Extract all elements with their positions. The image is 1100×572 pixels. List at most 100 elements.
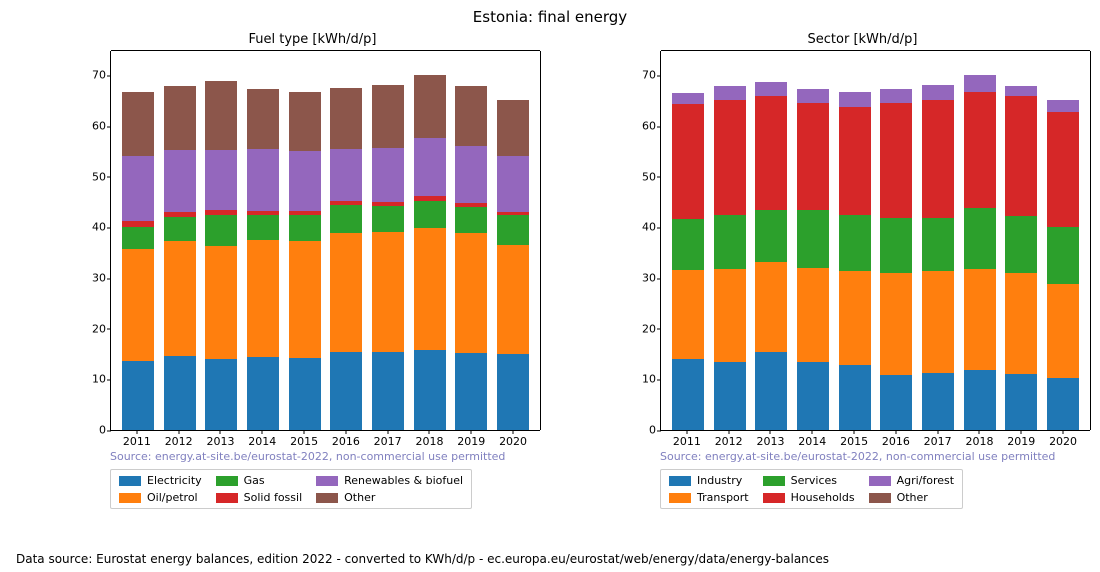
bar-segment (289, 241, 321, 358)
ytick: 30 (626, 272, 656, 285)
bar-segment (289, 92, 321, 152)
bar-segment (497, 354, 529, 430)
bar-stack (289, 92, 321, 430)
bar-segment (964, 269, 996, 370)
xtick: 2011 (666, 435, 708, 448)
legend-left: ElectricityGasRenewables & biofuelOil/pe… (110, 469, 472, 509)
bar-stack (714, 86, 746, 431)
bar-col (242, 51, 284, 430)
bar-segment (964, 75, 996, 92)
bar-segment (414, 138, 446, 196)
bar-segment (672, 219, 704, 270)
ytick: 20 (76, 322, 106, 335)
bar-segment (455, 207, 487, 233)
bar-segment (455, 233, 487, 353)
bar-col (326, 51, 368, 430)
bar-segment (497, 215, 529, 245)
legend-item: Households (763, 491, 855, 504)
bar-segment (247, 149, 279, 211)
bar-col (667, 51, 709, 430)
legend-item: Gas (216, 474, 302, 487)
legend-item: Industry (669, 474, 749, 487)
bar-segment (1047, 100, 1079, 113)
bar-segment (455, 353, 487, 430)
bar-segment (247, 240, 279, 357)
bar-segment (714, 215, 746, 270)
bar-segment (1047, 112, 1079, 227)
legend-item: Other (869, 491, 955, 504)
ytick: 50 (626, 170, 656, 183)
legend-swatch (869, 476, 891, 486)
xtick: 2020 (1042, 435, 1084, 448)
bar-col (492, 51, 534, 430)
xtick: 2012 (708, 435, 750, 448)
bar-stack (880, 89, 912, 430)
bar-stack (839, 92, 871, 430)
ytick: 40 (76, 221, 106, 234)
xtick: 2018 (959, 435, 1001, 448)
bar-segment (964, 92, 996, 208)
bar-segment (839, 365, 871, 430)
bar-stack (164, 86, 196, 431)
ytick: 50 (76, 170, 106, 183)
bar-segment (247, 357, 279, 430)
bar-segment (330, 205, 362, 234)
legend-swatch (763, 493, 785, 503)
legend-swatch (119, 493, 141, 503)
figure-footer: Data source: Eurostat energy balances, e… (16, 552, 829, 566)
xtick: 2019 (1000, 435, 1042, 448)
bar-segment (414, 350, 446, 430)
legend-swatch (216, 493, 238, 503)
bar-segment (164, 356, 196, 430)
bar-segment (289, 215, 321, 241)
bar-segment (880, 89, 912, 104)
bar-stack (455, 86, 487, 430)
legend-swatch (316, 493, 338, 503)
bar-segment (797, 103, 829, 209)
bar-segment (922, 373, 954, 430)
bar-segment (964, 208, 996, 269)
bar-segment (497, 245, 529, 354)
bar-segment (839, 271, 871, 365)
bar-segment (330, 88, 362, 149)
legend-item: Electricity (119, 474, 202, 487)
legend-label: Oil/petrol (147, 491, 198, 504)
legend-swatch (669, 476, 691, 486)
bar-col (792, 51, 834, 430)
ytick: 10 (626, 373, 656, 386)
xticks-left: 2011201220132014201520162017201820192020 (110, 435, 540, 448)
bar-stack (922, 85, 954, 430)
panel-sector: Sector [kWh/d/p] 010203040506070 2011201… (625, 32, 1100, 477)
bar-segment (455, 86, 487, 146)
bar-segment (414, 228, 446, 350)
ytick: 60 (626, 120, 656, 133)
bar-col (1042, 51, 1084, 430)
xtick: 2020 (492, 435, 534, 448)
bar-segment (289, 358, 321, 430)
bar-stack (497, 100, 529, 430)
bar-segment (122, 227, 154, 249)
ytick: 0 (76, 424, 106, 437)
legend-right: IndustryServicesAgri/forestTransportHous… (660, 469, 963, 509)
bar-col (117, 51, 159, 430)
source-note-left: Source: energy.at-site.be/eurostat-2022,… (110, 450, 550, 463)
legend-label: Electricity (147, 474, 202, 487)
bar-segment (714, 269, 746, 362)
bar-segment (672, 270, 704, 359)
source-note-right: Source: energy.at-site.be/eurostat-2022,… (660, 450, 1100, 463)
bar-segment (164, 86, 196, 151)
ytick: 20 (626, 322, 656, 335)
bar-col (709, 51, 751, 430)
xtick: 2013 (200, 435, 242, 448)
ytick: 40 (626, 221, 656, 234)
bar-segment (880, 375, 912, 430)
bar-segment (164, 241, 196, 357)
bar-col (367, 51, 409, 430)
bar-segment (714, 86, 746, 100)
xtick: 2013 (750, 435, 792, 448)
bar-segment (1005, 86, 1037, 96)
bar-segment (497, 100, 529, 157)
xtick: 2017 (917, 435, 959, 448)
bar-segment (372, 148, 404, 202)
xtick: 2016 (875, 435, 917, 448)
